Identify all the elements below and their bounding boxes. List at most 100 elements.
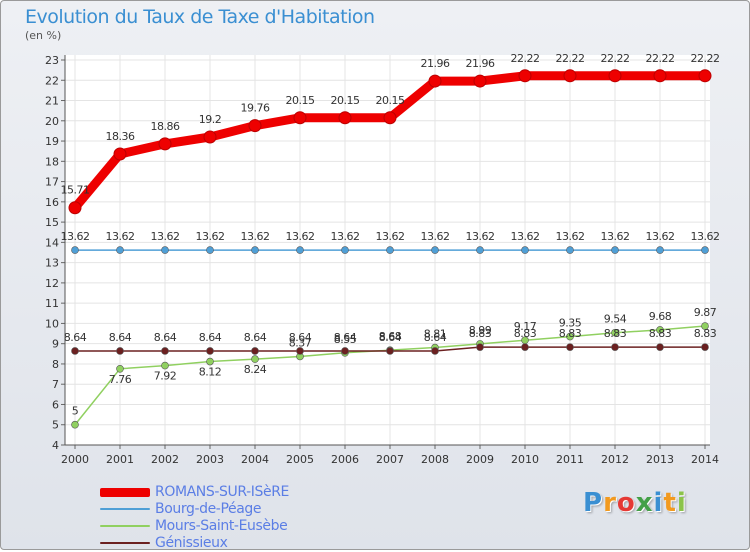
data-point	[71, 347, 79, 355]
logo-letter: o	[616, 488, 636, 518]
data-point	[566, 332, 574, 341]
data-point	[656, 246, 664, 254]
data-label: 13.62	[691, 230, 720, 243]
y-tick-label: 21	[45, 95, 59, 108]
x-tick-label: 2014	[691, 453, 719, 466]
data-label: 13.62	[646, 230, 675, 243]
data-label: 19.76	[241, 102, 270, 115]
data-point	[383, 111, 397, 125]
data-label: 8.64	[379, 331, 402, 344]
data-point	[611, 343, 619, 351]
logo-letter: x	[635, 488, 654, 518]
data-point	[116, 246, 124, 254]
data-label: 13.62	[241, 230, 270, 243]
logo-letter: i	[676, 488, 687, 518]
data-point	[161, 361, 169, 370]
legend-item-bourg: Bourg-de-Péage	[100, 501, 400, 518]
legend-label-mours: Mours-Saint-Eusèbe	[155, 518, 288, 534]
data-label: 9.35	[559, 317, 582, 330]
data-point	[251, 347, 259, 355]
data-point	[248, 119, 262, 133]
data-point	[431, 246, 439, 254]
data-label: 8.68	[379, 330, 402, 343]
data-point	[251, 355, 259, 363]
y-tick-label: 7	[52, 378, 59, 391]
legend-label-romans: ROMANS-SUR-ISèRE	[155, 484, 289, 500]
data-point	[386, 246, 394, 254]
x-tick-label: 2010	[511, 453, 539, 466]
data-label: 9.68	[649, 310, 672, 323]
data-point	[158, 137, 172, 151]
y-tick-label: 16	[45, 196, 59, 209]
data-label: 20.15	[286, 94, 315, 107]
data-label: 8.24	[244, 363, 267, 376]
legend-swatch-genissieux	[100, 542, 150, 544]
y-tick-label: 5	[52, 419, 59, 432]
data-point	[701, 246, 709, 254]
x-tick-label: 2007	[376, 453, 404, 466]
x-tick-label: 2004	[241, 453, 269, 466]
data-label: 22.22	[511, 52, 540, 65]
data-point	[113, 147, 127, 161]
y-tick-label: 19	[45, 135, 59, 148]
data-point	[296, 246, 304, 254]
data-point	[566, 343, 574, 351]
y-tick-label: 20	[45, 115, 59, 128]
data-label: 18.36	[106, 130, 135, 143]
x-tick-label: 2011	[556, 453, 584, 466]
data-label: 8.64	[109, 331, 132, 344]
data-label: 20.15	[331, 94, 360, 107]
data-point	[206, 347, 214, 355]
legend-swatch-mours	[100, 525, 150, 527]
data-point	[701, 322, 709, 330]
data-label: 8.64	[154, 331, 177, 344]
data-label: 8.64	[64, 331, 87, 344]
data-label: 22.22	[646, 52, 675, 65]
data-label: 8.64	[244, 331, 267, 344]
data-point	[206, 246, 214, 254]
data-point	[563, 69, 577, 83]
legend-swatch-romans	[100, 488, 150, 497]
data-label: 7.92	[154, 370, 177, 383]
proxiti-logo: Proxiti	[583, 488, 687, 518]
legend-item-genissieux: Génissieux	[100, 535, 400, 552]
data-label: 21.96	[466, 57, 495, 70]
x-tick-label: 2013	[646, 453, 674, 466]
y-tick-label: 22	[45, 74, 59, 87]
logo-letter: t	[663, 488, 677, 518]
data-point	[71, 420, 79, 429]
data-label: 13.62	[331, 230, 360, 243]
data-label: 8.12	[199, 366, 222, 379]
y-tick-label: 15	[45, 216, 59, 229]
y-tick-label: 17	[45, 176, 59, 189]
logo-letter: r	[603, 488, 617, 518]
data-label: 13.62	[511, 230, 540, 243]
data-point	[476, 246, 484, 254]
data-label: 18.86	[151, 120, 180, 133]
data-point	[656, 343, 664, 351]
data-point	[566, 246, 574, 254]
data-label: 22.22	[691, 52, 720, 65]
y-tick-label: 9	[52, 338, 59, 351]
legend-item-mours: Mours-Saint-Eusèbe	[100, 518, 400, 535]
logo-letter: i	[653, 488, 664, 518]
data-point	[386, 347, 394, 355]
y-tick-label: 11	[45, 297, 59, 310]
data-label: 15.71	[61, 184, 90, 197]
data-label: 8.83	[604, 327, 627, 340]
data-label: 8.64	[424, 331, 447, 344]
data-label: 13.62	[556, 230, 585, 243]
data-point	[701, 343, 709, 351]
data-point	[68, 201, 82, 215]
y-tick-label: 13	[45, 257, 59, 270]
data-point	[428, 74, 442, 88]
data-point	[338, 111, 352, 125]
y-tick-label: 23	[45, 54, 59, 67]
data-point	[116, 365, 124, 373]
data-label: 7.76	[109, 373, 132, 386]
y-tick-label: 4	[52, 439, 59, 452]
legend-item-romans: ROMANS-SUR-ISèRE	[100, 484, 400, 501]
data-label: 22.22	[601, 52, 630, 65]
data-label: 13.62	[466, 230, 495, 243]
data-point	[473, 74, 487, 88]
